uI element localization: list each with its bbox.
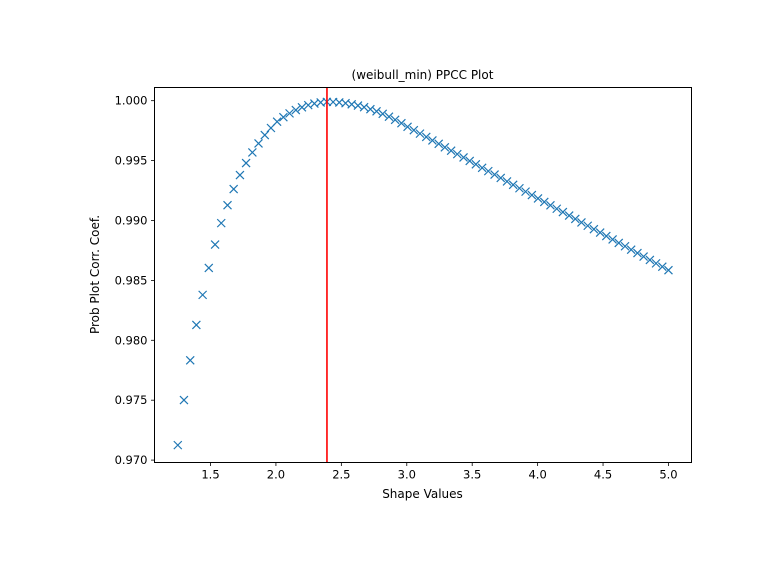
y-tick-label: 0.995 (115, 154, 148, 168)
axes-frame (154, 87, 692, 463)
y-tick-label: 0.985 (115, 273, 148, 287)
data-point (229, 184, 239, 194)
data-point (446, 146, 456, 156)
data-point (465, 156, 475, 166)
data-point (577, 217, 586, 227)
y-tick-label: 0.975 (115, 393, 148, 407)
data-point (235, 170, 245, 180)
data-point (272, 117, 282, 127)
data-point (515, 183, 524, 193)
x-axis-label: Shape Values (382, 487, 463, 501)
data-point (490, 170, 499, 180)
data-point (210, 240, 220, 249)
data-point (608, 234, 618, 244)
x-tick-label: 1.5 (201, 468, 219, 482)
data-point (595, 228, 605, 238)
x-tick-label: 5.0 (659, 468, 677, 482)
data-point (583, 221, 593, 231)
data-point (223, 200, 232, 210)
data-point (570, 214, 580, 224)
data-point (564, 211, 574, 220)
data-point (365, 104, 375, 114)
data-point (191, 320, 201, 330)
data-point (260, 130, 270, 140)
data-point (502, 177, 512, 186)
data-point (278, 112, 288, 122)
data-point (285, 108, 294, 118)
data-point (651, 258, 661, 268)
data-point (477, 163, 487, 173)
data-point (440, 142, 450, 152)
data-point (633, 248, 642, 258)
x-tick-label: 3.5 (463, 468, 481, 482)
data-point (409, 125, 419, 135)
data-point (353, 101, 363, 111)
y-tick-label: 0.980 (115, 333, 148, 347)
data-point (185, 355, 195, 365)
x-tick-label: 3.0 (398, 468, 416, 482)
data-point (558, 207, 568, 217)
data-point (378, 109, 388, 119)
data-point (508, 180, 518, 190)
data-point (247, 148, 257, 157)
data-point (241, 158, 251, 168)
data-point (427, 136, 437, 145)
data-point (664, 265, 673, 275)
data-point (372, 106, 381, 116)
data-point (173, 440, 183, 450)
data-point (459, 153, 468, 162)
data-point (297, 102, 307, 112)
x-tick-label: 2.0 (267, 468, 285, 482)
plot-area (173, 87, 673, 463)
data-point (471, 159, 481, 169)
data-point (533, 194, 543, 203)
data-point (521, 187, 531, 197)
x-tick-label: 4.5 (594, 468, 612, 482)
y-tick-label: 0.990 (115, 213, 148, 227)
data-point (496, 173, 506, 183)
data-point (539, 197, 549, 207)
data-point (601, 231, 611, 241)
data-point (645, 255, 655, 265)
axis-ticks: 1.5 2.0 2.5 3.0 3.5 4.0 4.5 5.0 0.970 0.975 0.980 0… (115, 94, 678, 482)
data-point (390, 115, 400, 125)
y-axis-label: Prob Plot Corr. Coef. (88, 215, 102, 334)
data-point (483, 166, 493, 176)
data-point (434, 139, 444, 149)
data-point (216, 218, 226, 228)
x-tick-label: 2.5 (332, 468, 350, 482)
data-point (384, 112, 394, 122)
data-point (589, 224, 599, 234)
data-point (421, 132, 431, 142)
data-point (198, 290, 208, 300)
data-point (204, 263, 214, 273)
y-tick-label: 1.000 (115, 94, 148, 108)
data-point (396, 118, 406, 128)
chart-title: (weibull_min) PPCC Plot (352, 68, 494, 82)
data-point (546, 200, 555, 210)
data-point (452, 149, 462, 159)
x-tick-label: 4.0 (528, 468, 546, 482)
data-point (303, 100, 313, 110)
y-tick-label: 0.970 (115, 453, 148, 467)
data-point (179, 395, 189, 405)
data-point (657, 262, 667, 272)
data-point (359, 102, 369, 112)
data-point (552, 204, 562, 214)
data-point (415, 129, 425, 139)
data-point (291, 105, 301, 115)
data-point (639, 252, 649, 261)
data-point (626, 245, 636, 255)
data-point (403, 122, 412, 132)
data-point (254, 139, 263, 148)
data-point (527, 190, 537, 200)
data-point (620, 241, 630, 251)
data-point (614, 238, 624, 248)
